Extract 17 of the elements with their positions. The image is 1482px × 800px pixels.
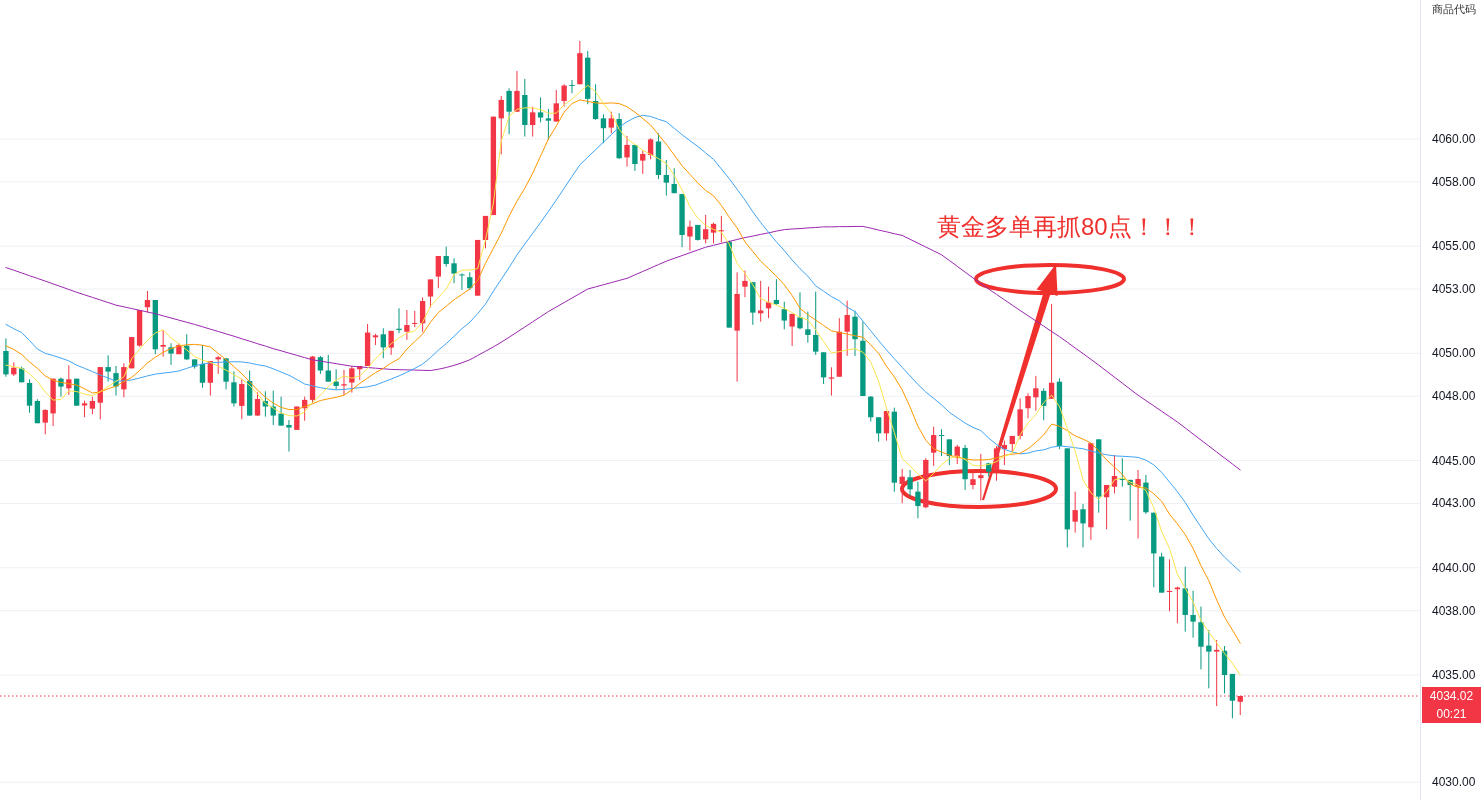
ref-line-label: 4034.02 (1429, 689, 1474, 704)
y-tick-label: 4043.00 (1432, 496, 1476, 511)
y-tick-label: 4040.00 (1432, 560, 1476, 575)
annotation: 商品代码 (1432, 3, 1476, 15)
y-tick-label: 4045.00 (1432, 453, 1476, 468)
y-tick-label: 4058.00 (1432, 174, 1476, 189)
annotation: 黄金多单再抓80点！！！ (937, 212, 1204, 240)
annotation: 00:21 (1422, 705, 1481, 723)
y-tick-label: 4030.00 (1432, 775, 1476, 790)
y-tick-label: 4055.00 (1432, 239, 1476, 254)
y-tick-label: 4048.00 (1432, 389, 1476, 404)
y-tick-label: 4038.00 (1432, 603, 1476, 618)
ref-line-label: 4034.02 (1422, 687, 1481, 705)
y-tick-label: 4035.00 (1432, 668, 1476, 682)
y-tick-label: 4050.00 (1432, 346, 1476, 361)
y-tick-label: 4053.00 (1432, 282, 1476, 297)
y-tick-label: 4060.00 (1432, 131, 1476, 146)
